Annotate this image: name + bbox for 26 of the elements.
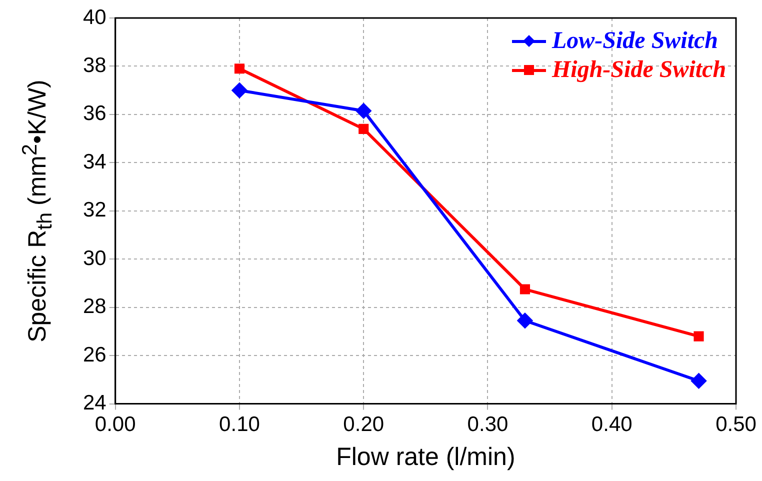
y-tick-label: 36 bbox=[83, 102, 106, 126]
x-tick-label: 0.40 bbox=[591, 413, 632, 436]
point bbox=[356, 103, 372, 118]
point bbox=[234, 64, 245, 74]
point bbox=[517, 313, 532, 328]
y-tick-label: 38 bbox=[83, 54, 106, 78]
point bbox=[358, 124, 369, 134]
y-tick-label: 32 bbox=[83, 198, 106, 222]
x-tick-label: 0.30 bbox=[467, 413, 508, 436]
point bbox=[520, 284, 530, 294]
y-tick-label: 30 bbox=[83, 246, 106, 270]
point bbox=[694, 331, 704, 342]
x-tick-label: 0.10 bbox=[219, 413, 260, 436]
y-tick-label: 40 bbox=[83, 6, 106, 29]
y-tick-label: 26 bbox=[83, 343, 106, 366]
x-tick-label: 0.20 bbox=[343, 413, 384, 436]
y-tick-label: 28 bbox=[83, 295, 106, 318]
x-tick-label: 0.50 bbox=[716, 413, 756, 436]
legend-label: Low-Side Switch bbox=[552, 28, 718, 55]
legend-label: High-Side Switch bbox=[552, 57, 726, 84]
x-tick-label: 0.00 bbox=[94, 413, 136, 436]
point bbox=[232, 82, 247, 98]
y-tick-label: 34 bbox=[83, 150, 107, 174]
point bbox=[691, 373, 706, 388]
x-axis-title: Flow rate (l/min) bbox=[336, 442, 516, 471]
y-tick-label: 24 bbox=[83, 392, 107, 415]
